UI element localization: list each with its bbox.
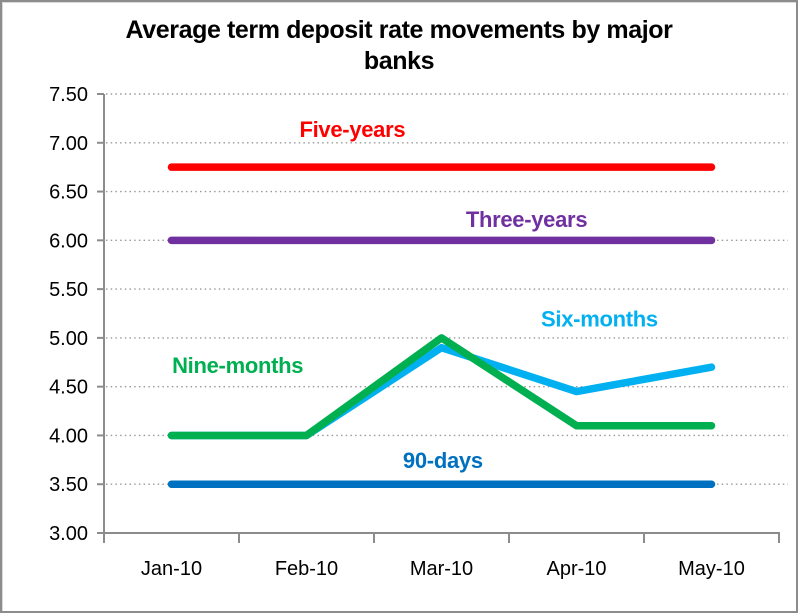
series-label-three-years: Three-years (466, 207, 588, 232)
x-axis-label: Feb-10 (275, 558, 338, 580)
y-axis-label: 3.50 (49, 474, 88, 496)
x-axis-label: Mar-10 (410, 558, 473, 580)
y-axis-label: 5.00 (49, 328, 88, 350)
y-axis-label: 6.50 (49, 182, 88, 204)
series-label-five-years: Five-years (299, 117, 405, 142)
x-axis-label: Jan-10 (141, 558, 202, 580)
series-label-six-months: Six-months (541, 306, 658, 331)
y-axis-label: 7.50 (49, 84, 88, 106)
y-axis-label: 4.50 (49, 377, 88, 399)
x-axis-label: Apr-10 (546, 558, 606, 580)
x-axis-label: May-10 (678, 558, 745, 580)
y-axis-label: 4.00 (49, 425, 88, 447)
series-label-nine-months: Nine-months (172, 353, 303, 378)
chart-title-line2: banks (363, 47, 435, 75)
series-label-90-days: 90-days (403, 448, 483, 473)
y-axis-label: 6.00 (49, 230, 88, 252)
chart-title-line1: Average term deposit rate movements by m… (125, 16, 673, 44)
y-axis-label: 3.00 (49, 523, 88, 545)
chart-title: Average term deposit rate movements by m… (2, 15, 796, 77)
y-axis-label: 5.50 (49, 279, 88, 301)
series-line-nine-months (167, 334, 716, 440)
y-axis-label: 7.00 (49, 133, 88, 155)
